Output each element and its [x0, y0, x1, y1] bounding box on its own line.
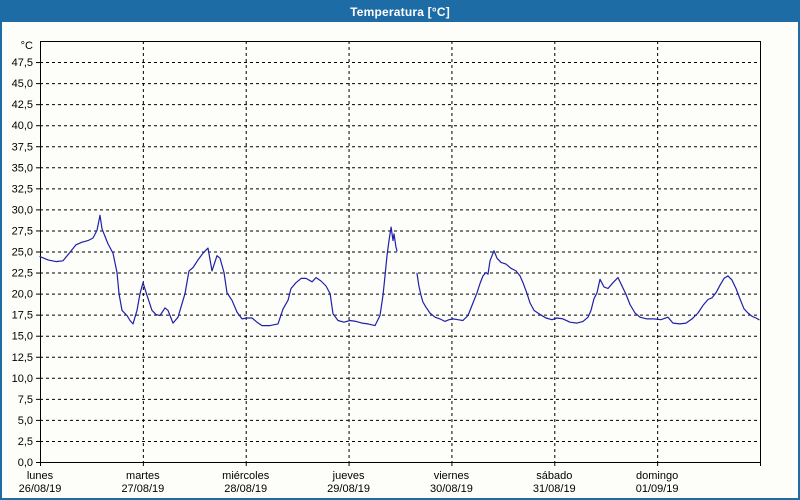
x-day-label: martes — [126, 470, 160, 482]
y-tick-label: 22,5 — [12, 268, 33, 280]
y-tick-label: 10,0 — [12, 373, 33, 385]
y-tick-label: 47,5 — [12, 57, 33, 69]
x-date-label: 27/08/19 — [121, 483, 164, 495]
title-bar[interactable]: Temperatura [°C] — [2, 2, 798, 22]
axes — [36, 41, 761, 466]
y-tick-label: 7,5 — [18, 394, 33, 406]
temperature-chart: °C 0,0 2,5 5,0 7,5 10,0 12,5 15,0 17,5 20,0 22,5 25… — [12, 40, 761, 495]
gridlines — [40, 41, 760, 462]
x-date-label: 30/08/19 — [430, 483, 473, 495]
x-day-label: miércoles — [222, 470, 270, 482]
x-day-label: domingo — [636, 470, 678, 482]
y-tick-label: 27,5 — [12, 225, 33, 237]
y-tick-label: 0,0 — [18, 457, 33, 469]
y-tick-label: 40,0 — [12, 120, 33, 132]
y-tick-label: 45,0 — [12, 78, 33, 90]
y-tick-label: 12,5 — [12, 352, 33, 364]
x-day-label: jueves — [332, 470, 365, 482]
y-tick-label: 2,5 — [18, 436, 33, 448]
x-date-label: 31/08/19 — [533, 483, 576, 495]
window-title: Temperatura [°C] — [350, 5, 450, 19]
y-tick-label: 20,0 — [12, 289, 33, 301]
y-tick-label: 25,0 — [12, 247, 33, 259]
x-date-label: 28/08/19 — [224, 483, 267, 495]
y-tick-label: 37,5 — [12, 141, 33, 153]
chart-area: °C 0,0 2,5 5,0 7,5 10,0 12,5 15,0 17,5 20,0 22,5 25… — [2, 22, 798, 498]
axis-labels: °C 0,0 2,5 5,0 7,5 10,0 12,5 15,0 17,5 20,0 22,5 25… — [12, 40, 679, 495]
series-line-temperatura — [39, 214, 398, 327]
series-line-temperatura — [416, 250, 760, 325]
y-tick-label: 5,0 — [18, 415, 33, 427]
y-unit-label: °C — [21, 40, 33, 52]
y-tick-label: 15,0 — [12, 331, 33, 343]
y-tick-label: 32,5 — [12, 183, 33, 195]
x-day-label: viernes — [434, 470, 470, 482]
y-tick-label: 17,5 — [12, 310, 33, 322]
x-date-label: 26/08/19 — [19, 483, 62, 495]
y-tick-label: 35,0 — [12, 162, 33, 174]
x-day-label: sábado — [536, 470, 572, 482]
x-date-label: 01/09/19 — [636, 483, 679, 495]
y-tick-label: 30,0 — [12, 204, 33, 216]
x-date-label: 29/08/19 — [327, 483, 370, 495]
y-tick-label: 42,5 — [12, 99, 33, 111]
x-day-label: lunes — [27, 470, 54, 482]
